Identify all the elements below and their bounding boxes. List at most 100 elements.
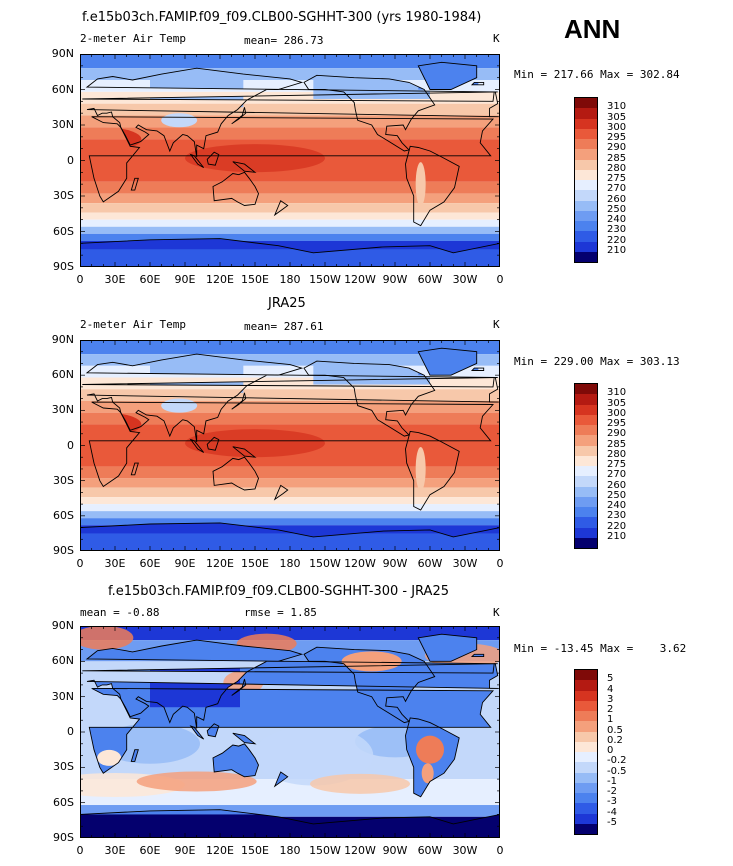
longitude-tick-label: 150E [241, 557, 269, 570]
panel-3-units-label: K [493, 606, 500, 619]
colorbar-swatch [575, 496, 597, 507]
panel-3-mean-label: mean = -0.88 [80, 606, 160, 619]
panel-3-min-max: Min = -13.45 Max = 3.62 [514, 642, 687, 655]
colorbar-swatch [575, 394, 597, 405]
colorbar-level-label: 305 [607, 397, 627, 409]
colorbar-swatch [575, 241, 597, 252]
longitude-tick-label: 60E [139, 557, 161, 570]
colorbar-swatch [575, 425, 597, 436]
colorbar-level-label: 260 [607, 193, 627, 205]
longitude-tick-label: 60W [417, 844, 443, 857]
latitude-tick-label: 30S [53, 189, 74, 202]
longitude-tick-label: 60W [417, 273, 443, 286]
latitude-tick-label: 30S [53, 473, 74, 487]
colorbar-swatch [575, 782, 597, 793]
colorbar-swatch [575, 210, 597, 221]
panel-2-title: JRA25 [268, 296, 306, 311]
latitude-tick-label: 60S [53, 224, 74, 238]
longitude-tick-label: 60W [417, 557, 443, 570]
longitude-tick-label: 150W [309, 273, 341, 286]
longitude-tick-label: 120E [206, 844, 234, 857]
colorbar-level-label: 250 [607, 489, 627, 501]
colorbar-level-label: 275 [607, 173, 627, 184]
colorbar-level-label: 230 [607, 510, 627, 522]
panel-3-title: f.e15b03ch.FAMIP.f09_f09.CLB00-SGHHT-300… [108, 584, 449, 599]
longitude-tick-label: 0 [76, 557, 84, 570]
longitude-tick-label: 120E [206, 557, 234, 570]
colorbar-level-label: 280 [607, 448, 627, 460]
longitude-tick-label: 0 [76, 844, 84, 857]
longitude-tick-label: 30E [104, 557, 126, 570]
latitude-tick-label: 0 [67, 438, 74, 452]
colorbar-swatch [575, 98, 597, 109]
panel-1-min-max: Min = 217.66 Max = 302.84 [514, 68, 680, 81]
colorbar-level-label: -2 [607, 786, 617, 797]
colorbar-level-label: -0.2 [607, 755, 627, 767]
colorbar-level-label: 285 [607, 152, 627, 164]
panel-2-map [80, 340, 500, 551]
colorbar-swatch [575, 813, 597, 824]
colorbar-swatch [575, 231, 597, 242]
colorbar-level-label: 240 [607, 214, 627, 225]
colorbar-level-label: 310 [607, 387, 627, 399]
longitude-tick-label: 90W [382, 273, 408, 286]
colorbar-swatch [575, 384, 597, 395]
colorbar-swatch [575, 108, 597, 119]
latitude-tick-label: 60N [51, 654, 74, 668]
panel-2-variable-label: 2-meter Air Temp [80, 318, 186, 331]
colorbar-level-label: 0.2 [607, 734, 623, 746]
colorbar-level-label: -1 [607, 775, 617, 787]
colorbar-swatch [575, 445, 597, 456]
colorbar-swatch [575, 741, 597, 752]
colorbar-swatch [575, 404, 597, 415]
colorbar-level-label: 220 [607, 234, 627, 246]
colorbar-swatch [575, 118, 597, 129]
colorbar-level-label: 240 [607, 500, 627, 511]
colorbar-level-label: 210 [607, 530, 627, 542]
colorbar-level-label: 285 [607, 438, 627, 450]
panel-3-colorbar [574, 669, 598, 835]
colorbar-swatch [575, 128, 597, 139]
colorbar-level-label: 2 [607, 704, 614, 715]
colorbar-level-label: 275 [607, 459, 627, 470]
colorbar-swatch [575, 527, 597, 538]
latitude-tick-label: 60N [51, 82, 74, 96]
colorbar-swatch [575, 455, 597, 466]
colorbar-swatch [575, 466, 597, 477]
longitude-tick-label: 30E [104, 844, 126, 857]
longitude-tick-label: 120W [344, 844, 376, 857]
panel-1-map [80, 54, 500, 267]
latitude-tick-label: 60N [51, 368, 74, 382]
colorbar-swatch [575, 414, 597, 425]
longitude-tick-label: 90E [174, 557, 196, 570]
colorbar-swatch [575, 762, 597, 773]
longitude-tick-label: 60E [139, 273, 161, 286]
latitude-tick-label: 90S [53, 260, 74, 273]
colorbar-level-label: 305 [607, 111, 627, 123]
colorbar-level-label: 290 [607, 428, 627, 440]
colorbar-level-label: 295 [607, 132, 627, 143]
colorbar-level-label: 220 [607, 520, 627, 532]
colorbar-level-label: 295 [607, 418, 627, 429]
latitude-tick-label: 0 [67, 725, 74, 738]
colorbar-level-label: 230 [607, 224, 627, 236]
colorbar-swatch [575, 803, 597, 814]
latitude-tick-label: 90N [51, 619, 74, 632]
colorbar-level-label: 0 [607, 745, 614, 756]
colorbar-swatch [575, 159, 597, 170]
colorbar-level-label: 310 [607, 101, 627, 113]
longitude-tick-label: 30W [452, 557, 478, 570]
colorbar-level-label: 3 [607, 693, 614, 705]
colorbar-level-label: 270 [607, 183, 627, 195]
longitude-tick-label: 30W [452, 273, 478, 286]
latitude-tick-label: 60S [53, 795, 74, 809]
panel-3-map [80, 626, 500, 838]
colorbar-swatch [575, 680, 597, 691]
longitude-tick-label: 120W [344, 273, 376, 286]
colorbar-swatch [575, 221, 597, 232]
longitude-tick-label: 30W [452, 844, 478, 857]
latitude-tick-label: 30S [53, 760, 74, 774]
panel-1-units-label: K [493, 32, 500, 45]
longitude-tick-label: 0 [76, 273, 84, 286]
panel-2-min-max: Min = 229.00 Max = 303.13 [514, 355, 680, 368]
